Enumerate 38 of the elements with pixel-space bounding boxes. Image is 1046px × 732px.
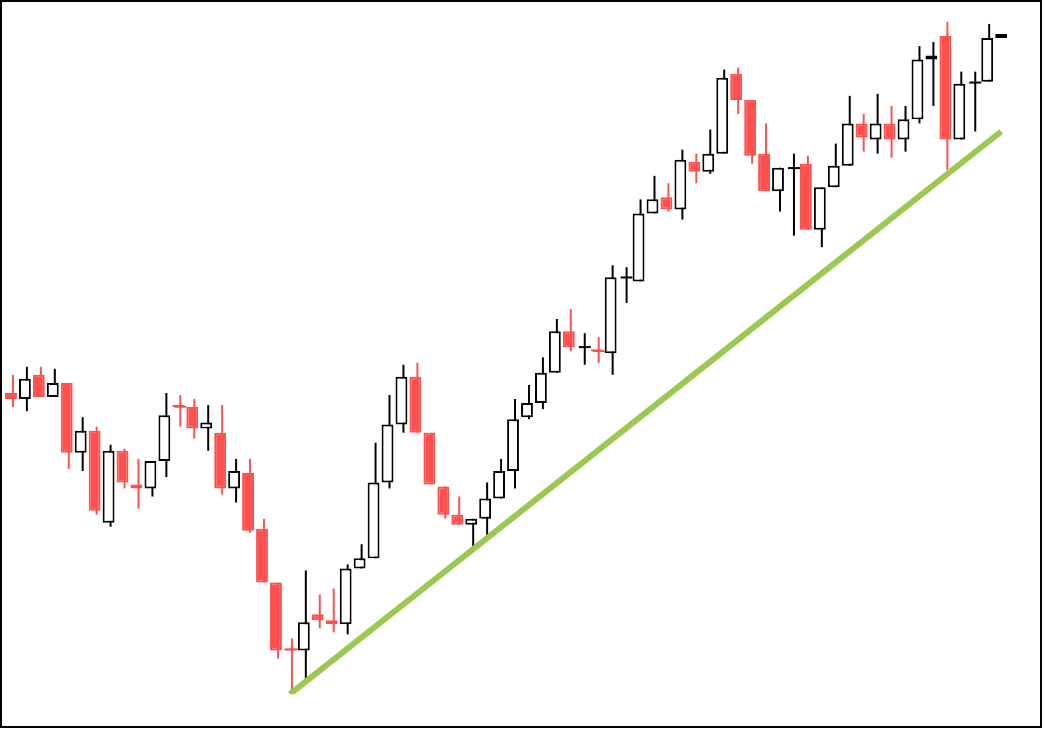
candlestick	[437, 485, 450, 520]
candlestick	[507, 398, 519, 490]
candlestick	[493, 457, 506, 500]
candlestick	[228, 457, 241, 504]
candlestick	[981, 22, 994, 83]
candlestick	[688, 152, 701, 185]
candlestick	[311, 593, 324, 630]
candlestick	[786, 152, 801, 237]
candlestick	[479, 481, 492, 540]
candlestick	[18, 365, 31, 413]
candlestick	[897, 104, 910, 153]
candlestick	[646, 174, 659, 215]
candlestick	[772, 166, 784, 213]
candlestick	[813, 186, 826, 249]
candlestick	[562, 307, 575, 353]
candlestick	[144, 459, 157, 498]
candlestick	[577, 332, 592, 366]
candlestick	[674, 148, 687, 221]
candlestick	[74, 416, 87, 472]
candlestick	[968, 70, 983, 133]
candlestick	[353, 543, 366, 570]
candlestick	[730, 66, 743, 115]
candlestick	[827, 142, 840, 189]
candlestick	[297, 569, 310, 684]
candlestick	[451, 495, 464, 526]
candlestick	[535, 356, 547, 411]
candlestick	[841, 94, 854, 167]
candlestick	[548, 318, 561, 374]
candlestick	[702, 128, 715, 175]
candlestick	[395, 363, 408, 434]
candlestick	[925, 41, 938, 107]
candlestick	[869, 92, 882, 155]
candlestick	[5, 373, 17, 409]
candlestick	[158, 391, 171, 479]
candlestick	[32, 365, 45, 399]
candlestick	[855, 112, 868, 153]
candlestick	[883, 104, 896, 159]
candlestick	[200, 404, 213, 452]
